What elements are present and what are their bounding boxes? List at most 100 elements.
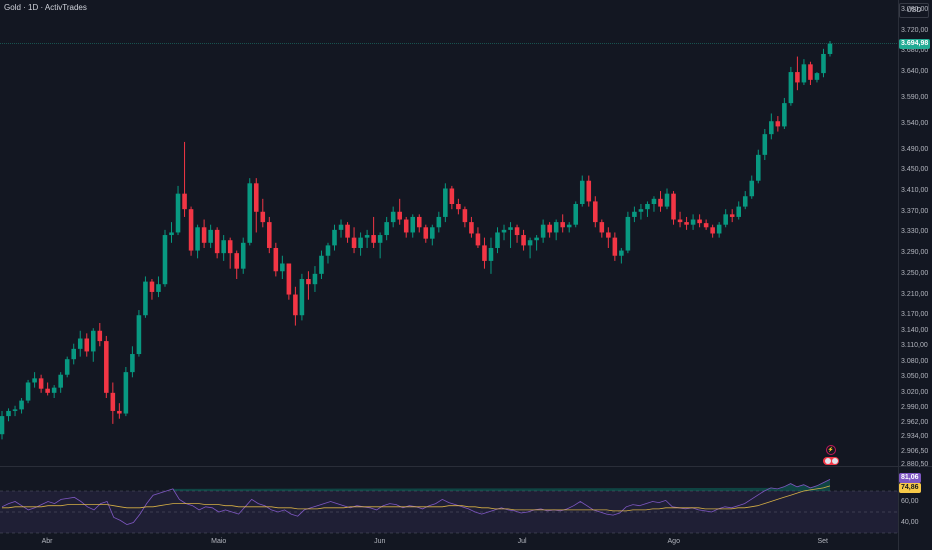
candle-body <box>51 387 57 393</box>
candle-body <box>130 354 135 373</box>
candle-body <box>19 400 24 410</box>
candle-body <box>110 392 116 411</box>
candle-body <box>677 219 683 223</box>
candle-body <box>495 232 500 248</box>
price-tick-label: 3.640,00 <box>901 68 929 76</box>
candle-body <box>351 237 357 248</box>
price-tick-label: 3.050,00 <box>901 373 929 381</box>
candle-body <box>612 237 618 256</box>
candle-body <box>423 227 429 239</box>
candle-body <box>201 227 207 243</box>
dividend-event-icon[interactable]: ⚡ <box>826 445 836 455</box>
price-tick-label: 3.110,00 <box>901 342 928 350</box>
price-tick-label: 3.170,00 <box>901 311 929 319</box>
candle-body <box>286 263 292 295</box>
candle-body <box>632 211 637 217</box>
rsi-ma-label: 74,86 <box>899 482 921 493</box>
candle-body <box>606 232 611 238</box>
currency-button[interactable]: USD <box>899 3 929 18</box>
candle-body <box>703 223 709 228</box>
price-tick-label: 3.080,00 <box>901 357 929 365</box>
candle-body <box>182 193 187 210</box>
candle-body <box>462 209 468 223</box>
price-tick-label: 2.990,00 <box>901 404 929 412</box>
rsi-tick-label: 60,00 <box>901 497 919 505</box>
price-tick-label: 3.760,00 <box>901 6 929 13</box>
candle-body <box>117 410 122 414</box>
candle-body <box>377 235 383 243</box>
candle-body <box>684 222 689 225</box>
candle-body <box>319 255 324 274</box>
current-price-label: 3.694,98 <box>899 38 931 49</box>
candle-body <box>267 222 272 248</box>
candle-body <box>97 330 103 342</box>
candle-body <box>58 374 63 388</box>
candle-body <box>716 224 722 234</box>
candle-body <box>195 227 200 251</box>
candle-body <box>534 237 539 241</box>
price-tick-label: 2.880,50 <box>901 461 929 468</box>
price-tick-label: 3.210,00 <box>901 290 929 298</box>
rsi-ma-line <box>2 485 831 512</box>
candle-body <box>762 134 768 155</box>
time-tick-label: Jun <box>374 538 386 545</box>
candle-body <box>449 188 455 205</box>
candle-body <box>227 240 233 254</box>
candle-body <box>436 216 442 228</box>
candle-body <box>664 193 670 207</box>
price-tick-label: 3.590,00 <box>901 93 929 101</box>
price-tick-label: 3.490,00 <box>901 145 929 153</box>
candle-body <box>540 224 546 238</box>
candle-body <box>775 121 781 127</box>
price-tick-label: 3.410,00 <box>901 187 929 195</box>
candle-body <box>208 229 213 243</box>
candle-body <box>358 237 363 248</box>
candle-body <box>814 73 820 80</box>
candle-body <box>162 235 168 285</box>
candle-body <box>729 214 735 217</box>
candle-body <box>782 103 787 127</box>
candle-body <box>690 219 696 225</box>
price-tick-label: 2.962,00 <box>901 418 929 426</box>
candle-body <box>742 196 748 207</box>
candle-body <box>710 227 715 234</box>
candle-body <box>416 216 422 228</box>
candle-body <box>488 247 494 261</box>
candle-body <box>45 388 50 393</box>
price-tick-label: 3.450,00 <box>901 166 929 174</box>
candle-body <box>306 279 311 285</box>
candle-body <box>579 180 585 205</box>
price-tick-label: 3.720,00 <box>901 26 929 34</box>
candle-body <box>573 204 579 225</box>
candle-body <box>312 273 318 285</box>
time-tick-label: Set <box>817 538 828 545</box>
candle-body <box>169 232 174 236</box>
candle-body <box>64 359 70 375</box>
candle-body <box>280 263 285 272</box>
candle-body <box>514 227 520 236</box>
candle-body <box>77 338 83 349</box>
candle-body <box>247 183 253 243</box>
candle-body <box>795 72 800 83</box>
candle-body <box>527 240 533 246</box>
candle-body <box>821 53 826 74</box>
candle-body <box>25 382 31 401</box>
candle-body <box>769 121 774 135</box>
economic-event-icon[interactable] <box>823 457 839 465</box>
candle-body <box>175 193 181 233</box>
candle-body <box>371 235 376 243</box>
candle-body <box>403 219 409 233</box>
candle-body <box>149 281 155 292</box>
candle-body <box>638 209 644 212</box>
candle-body <box>32 378 37 383</box>
candle-body <box>143 281 148 316</box>
candle-body <box>364 235 370 238</box>
candle-body <box>397 211 402 220</box>
candle-body <box>566 224 572 228</box>
candle-body <box>338 224 344 230</box>
candle-body <box>253 183 259 212</box>
candle-body <box>508 227 513 230</box>
candle-body <box>736 206 742 217</box>
